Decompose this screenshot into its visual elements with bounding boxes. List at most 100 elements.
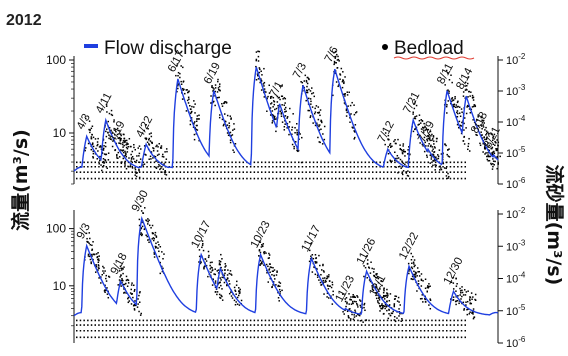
bedload-point: [314, 124, 317, 127]
bedload-point: [105, 128, 108, 130]
bedload-point: [401, 318, 403, 320]
bedload-point: [496, 156, 498, 158]
bedload-point: [366, 277, 368, 279]
bedload-point: [382, 304, 384, 307]
bedload-point: [464, 294, 467, 296]
bedload-point: [482, 151, 484, 153]
event-date-label: 12/22: [397, 231, 421, 262]
bedload-point: [95, 147, 97, 150]
bedload-point: [163, 171, 166, 173]
bedload-point: [472, 311, 474, 313]
bedload-point: [479, 142, 481, 145]
bedload-point: [397, 138, 399, 141]
bedload-point: [488, 159, 491, 162]
bedload-point: [143, 129, 145, 132]
bedload-point: [138, 169, 140, 172]
bedload-point: [485, 144, 488, 146]
bedload-point: [463, 289, 466, 291]
bedload-point: [452, 104, 455, 106]
bedload-point: [334, 71, 336, 74]
bedload-point: [275, 130, 277, 133]
event-date-label: 12/30: [442, 256, 466, 287]
bedload-point: [400, 167, 402, 169]
bedload-point: [312, 122, 314, 124]
bedload-point: [359, 300, 362, 302]
bedload-point: [176, 90, 178, 93]
bedload-point: [230, 295, 233, 297]
bedload-point: [384, 143, 386, 146]
bedload-point: [324, 281, 326, 283]
bedload-point: [394, 142, 397, 145]
bedload-point: [300, 161, 303, 164]
bedload-point: [108, 276, 111, 278]
bedload-point: [104, 270, 106, 272]
bedload-point: [334, 55, 337, 58]
bedload-point: [279, 282, 282, 284]
bedload-point: [343, 81, 345, 83]
bedload-point: [334, 50, 337, 53]
bedload-point: [411, 267, 414, 270]
bedload-point: [322, 133, 324, 135]
bedload-point: [146, 141, 149, 143]
bedload-point: [413, 107, 416, 110]
bedload-point: [416, 267, 419, 269]
bedload-point: [187, 96, 190, 99]
bedload-point: [92, 155, 94, 158]
bedload-point: [99, 145, 102, 147]
bedload-point: [459, 115, 462, 118]
bedload-point: [138, 218, 141, 221]
bedload-point: [435, 164, 437, 167]
bedload-point: [210, 271, 212, 274]
bedload-point: [186, 91, 189, 94]
bedload-point: [125, 155, 128, 158]
right-axis-label: 流砂量(m³/s): [543, 165, 566, 286]
bedload-point: [267, 95, 269, 98]
bedload-point: [88, 128, 90, 131]
bedload-point: [267, 265, 269, 268]
bedload-point: [86, 237, 88, 240]
bedload-point: [483, 146, 486, 149]
bedload-point: [288, 126, 290, 128]
bedload-point: [224, 272, 226, 275]
bedload-point: [259, 68, 261, 71]
bedload-point: [138, 161, 140, 163]
bedload-point: [233, 299, 236, 302]
bedload-point: [102, 270, 104, 272]
bedload-point: [314, 273, 317, 276]
event-date-label: 4/22: [134, 114, 155, 139]
bedload-point: [235, 284, 238, 286]
bedload-point: [162, 168, 165, 170]
bedload-point: [467, 145, 470, 148]
bedload-point: [218, 262, 221, 264]
bedload-point: [201, 240, 204, 242]
bedload-point: [375, 297, 378, 300]
bedload-point: [108, 126, 111, 129]
bedload-point: [377, 297, 380, 299]
bedload-point: [379, 305, 381, 308]
bedload-point: [394, 139, 396, 141]
bedload-point: [97, 264, 100, 266]
bedload-point: [417, 280, 420, 282]
bedload-point: [375, 284, 377, 286]
bedload-point: [395, 295, 398, 298]
bedload-point: [286, 122, 289, 125]
bedload-point: [268, 254, 271, 256]
bedload-point: [158, 244, 160, 246]
bedload-point: [159, 245, 162, 248]
bedload-point: [153, 237, 156, 240]
bedload-point: [260, 78, 262, 80]
bedload-point: [90, 127, 93, 130]
bedload-point: [421, 126, 424, 129]
bedload-point: [435, 156, 437, 158]
bedload-point: [114, 149, 117, 151]
bedload-point: [147, 139, 150, 141]
bedload-point: [123, 291, 126, 294]
bedload-point: [223, 113, 226, 115]
bedload-point: [107, 159, 110, 161]
bedload-point: [493, 133, 496, 136]
bedload-point: [483, 136, 485, 139]
bedload-point: [138, 224, 141, 227]
bedload-point: [134, 168, 137, 171]
bedload-point: [187, 91, 190, 93]
bedload-point: [148, 143, 150, 145]
